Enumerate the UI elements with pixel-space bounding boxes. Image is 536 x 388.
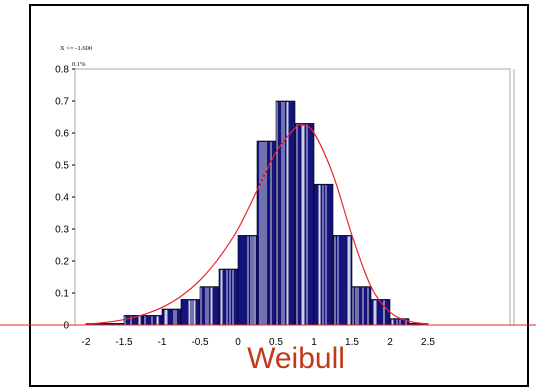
y-tick-label: 0.1 (55, 289, 69, 300)
fit-curve-group (85, 123, 429, 325)
histogram-bar (180, 299, 201, 326)
x-tick-label: 2.5 (421, 337, 435, 348)
x-axis: -2 -1.5 -1 -0.5 0 0.5 1 1.5 2 2.5 (82, 337, 436, 348)
histogram-bar (199, 286, 220, 326)
x-tick-label: 0.5 (269, 337, 283, 348)
histogram-bar (332, 235, 353, 326)
x-tick-label: -0.5 (191, 337, 209, 348)
y-tick-label: 0.5 (55, 161, 69, 172)
y-tick-label: 0.3 (55, 225, 69, 236)
histogram-bar (256, 140, 277, 326)
bar-fill (313, 183, 334, 326)
histogram-bar (370, 299, 391, 326)
marker-label-x: X <= -1.600 (60, 45, 92, 52)
y-tick-label: 0.4 (55, 193, 69, 204)
x-tick-label: -1 (158, 337, 167, 348)
bar-fill (142, 315, 163, 326)
bar-fill (275, 100, 296, 326)
x-tick-label: 1 (311, 337, 317, 348)
bar-fill (199, 286, 220, 326)
histogram-bar (218, 268, 239, 326)
bar-fill (294, 123, 315, 326)
x-tick-label: 1.5 (345, 337, 359, 348)
y-tick-label: 0.7 (55, 97, 69, 108)
histogram-bar (161, 308, 182, 326)
distribution-label: Weibull (247, 342, 345, 375)
x-tick-label: -1.5 (115, 337, 133, 348)
histogram-bars (85, 100, 429, 326)
histogram-bar (313, 183, 334, 326)
x-tick-label: 0 (235, 337, 241, 348)
histogram-bar (275, 100, 296, 326)
y-tick-label: 0 (63, 321, 69, 332)
histogram-bar (351, 286, 372, 326)
x-tick-label: 2 (387, 337, 393, 348)
histogram-bar (389, 318, 410, 326)
histogram-bar (142, 315, 163, 326)
x-tick-label: -2 (82, 337, 91, 348)
histogram-bar (294, 123, 315, 326)
y-axis: 0 0.1 0.2 0.3 0.4 0.5 0.6 0.7 0.8 (55, 65, 75, 332)
y-tick-label: 0.6 (55, 129, 69, 140)
bar-fill (180, 299, 201, 326)
bar-fill (237, 235, 258, 326)
histogram-bar (237, 235, 258, 326)
marker-label-percent: 0.1% (72, 61, 86, 68)
weibull-fit-line (85, 123, 429, 325)
y-tick-label: 0.8 (55, 65, 69, 76)
y-tick-label: 0.2 (55, 257, 69, 268)
